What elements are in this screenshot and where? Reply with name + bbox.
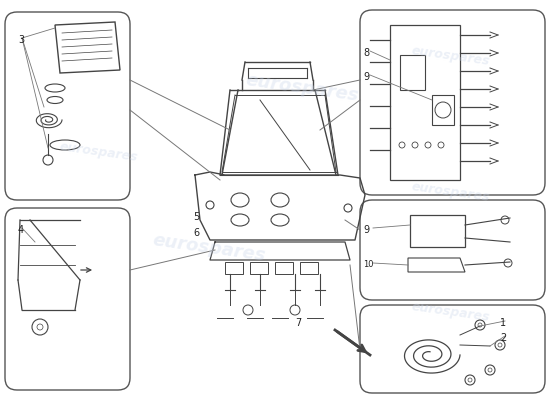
Text: 2: 2 (500, 333, 506, 343)
Text: 3: 3 (18, 35, 24, 45)
Text: 7: 7 (295, 318, 301, 328)
Text: eurospares: eurospares (151, 231, 267, 265)
Text: 4: 4 (18, 225, 24, 235)
Text: 9: 9 (363, 72, 369, 82)
Text: 1: 1 (500, 318, 506, 328)
Text: eurospares: eurospares (411, 180, 491, 204)
Bar (400, 55, 425, 90)
Text: eurospares: eurospares (411, 44, 491, 68)
Text: 5: 5 (193, 212, 199, 222)
Bar (410, 215, 465, 247)
Bar (250, 262, 268, 274)
Bar (432, 95, 454, 125)
Bar (390, 25, 460, 180)
Text: eurospares: eurospares (59, 140, 139, 164)
Bar (300, 262, 318, 274)
Text: 9: 9 (363, 225, 369, 235)
Text: 10: 10 (363, 260, 373, 269)
Text: eurospares: eurospares (411, 300, 491, 324)
Text: eurospares: eurospares (245, 71, 360, 105)
Text: 6: 6 (193, 228, 199, 238)
Bar (275, 262, 293, 274)
Text: 8: 8 (363, 48, 369, 58)
Bar (225, 262, 243, 274)
